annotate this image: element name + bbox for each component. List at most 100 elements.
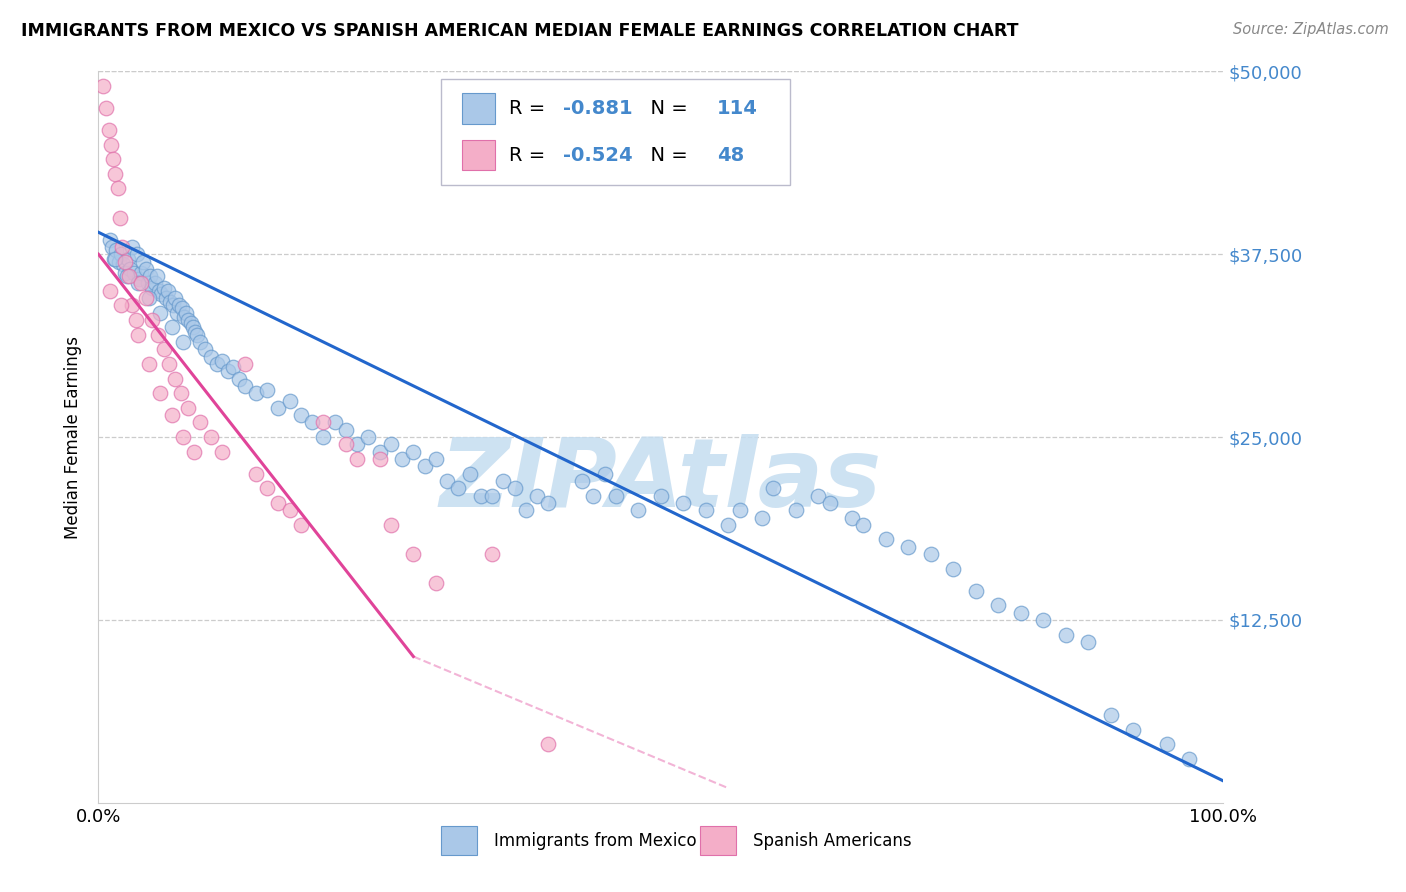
- Text: -0.524: -0.524: [562, 145, 633, 164]
- Point: [391, 452, 413, 467]
- Point: [987, 599, 1010, 613]
- Point: [157, 357, 180, 371]
- Point: [582, 489, 605, 503]
- Point: [368, 452, 391, 467]
- Point: [101, 152, 124, 166]
- Point: [1054, 627, 1077, 641]
- Point: [481, 489, 503, 503]
- Point: [357, 430, 380, 444]
- Point: [125, 247, 148, 261]
- Point: [114, 266, 136, 280]
- Point: [290, 517, 312, 532]
- Text: R =: R =: [509, 99, 551, 118]
- Point: [183, 444, 205, 458]
- Point: [146, 269, 169, 284]
- Point: [256, 481, 278, 495]
- Point: [128, 272, 150, 286]
- Point: [205, 357, 228, 371]
- Point: [115, 269, 138, 284]
- FancyBboxPatch shape: [441, 78, 790, 185]
- Point: [118, 269, 141, 284]
- Text: Spanish Americans: Spanish Americans: [754, 832, 911, 850]
- Point: [458, 467, 481, 481]
- Point: [150, 286, 173, 301]
- Point: [136, 277, 159, 291]
- Point: [149, 386, 172, 401]
- Point: [278, 503, 301, 517]
- Point: [110, 298, 132, 312]
- Point: [188, 334, 211, 349]
- Point: [312, 430, 335, 444]
- Point: [1010, 606, 1032, 620]
- Point: [323, 416, 346, 430]
- Text: ZIPAtlas: ZIPAtlas: [440, 434, 882, 527]
- Point: [1156, 737, 1178, 751]
- Point: [436, 474, 458, 488]
- Point: [762, 481, 785, 495]
- Point: [245, 467, 267, 481]
- Point: [312, 416, 335, 430]
- Point: [200, 430, 222, 444]
- Point: [267, 401, 290, 415]
- Point: [211, 354, 233, 368]
- Point: [170, 301, 193, 316]
- FancyBboxPatch shape: [441, 826, 478, 855]
- Point: [593, 467, 616, 481]
- Point: [143, 277, 166, 291]
- Point: [108, 211, 131, 225]
- Point: [515, 503, 537, 517]
- Point: [672, 496, 695, 510]
- Point: [172, 430, 194, 444]
- Point: [897, 540, 920, 554]
- Point: [149, 306, 172, 320]
- Point: [100, 137, 122, 152]
- Point: [141, 281, 163, 295]
- Point: [526, 489, 548, 503]
- Text: Source: ZipAtlas.com: Source: ZipAtlas.com: [1233, 22, 1389, 37]
- Point: [103, 252, 125, 266]
- Point: [807, 489, 830, 503]
- Point: [160, 408, 183, 422]
- Text: 114: 114: [717, 99, 758, 118]
- Point: [875, 533, 897, 547]
- Point: [818, 496, 841, 510]
- Point: [380, 517, 402, 532]
- Point: [163, 291, 186, 305]
- Point: [148, 284, 170, 298]
- Text: N =: N =: [638, 99, 695, 118]
- Point: [107, 254, 129, 268]
- Point: [173, 310, 195, 325]
- Text: IMMIGRANTS FROM MEXICO VS SPANISH AMERICAN MEDIAN FEMALE EARNINGS CORRELATION CH: IMMIGRANTS FROM MEXICO VS SPANISH AMERIC…: [21, 22, 1018, 40]
- Point: [245, 386, 267, 401]
- Point: [481, 547, 503, 561]
- Point: [181, 320, 204, 334]
- Point: [124, 266, 146, 280]
- Point: [222, 359, 245, 374]
- Point: [112, 257, 135, 271]
- Text: -0.881: -0.881: [562, 99, 633, 118]
- Point: [110, 247, 132, 261]
- Point: [186, 327, 208, 342]
- Point: [169, 298, 191, 312]
- Point: [1178, 752, 1201, 766]
- Point: [425, 452, 447, 467]
- Point: [114, 254, 136, 268]
- Point: [91, 78, 114, 93]
- Point: [571, 474, 593, 488]
- Point: [1032, 613, 1054, 627]
- Point: [162, 298, 184, 312]
- Point: [402, 444, 425, 458]
- Point: [98, 284, 121, 298]
- Point: [470, 489, 492, 503]
- Point: [335, 437, 357, 451]
- Point: [695, 503, 717, 517]
- Point: [233, 357, 256, 371]
- Point: [605, 489, 627, 503]
- Point: [492, 474, 515, 488]
- Point: [118, 261, 141, 276]
- Point: [152, 281, 174, 295]
- Point: [537, 737, 560, 751]
- Point: [228, 371, 250, 385]
- Point: [127, 327, 149, 342]
- Point: [138, 357, 160, 371]
